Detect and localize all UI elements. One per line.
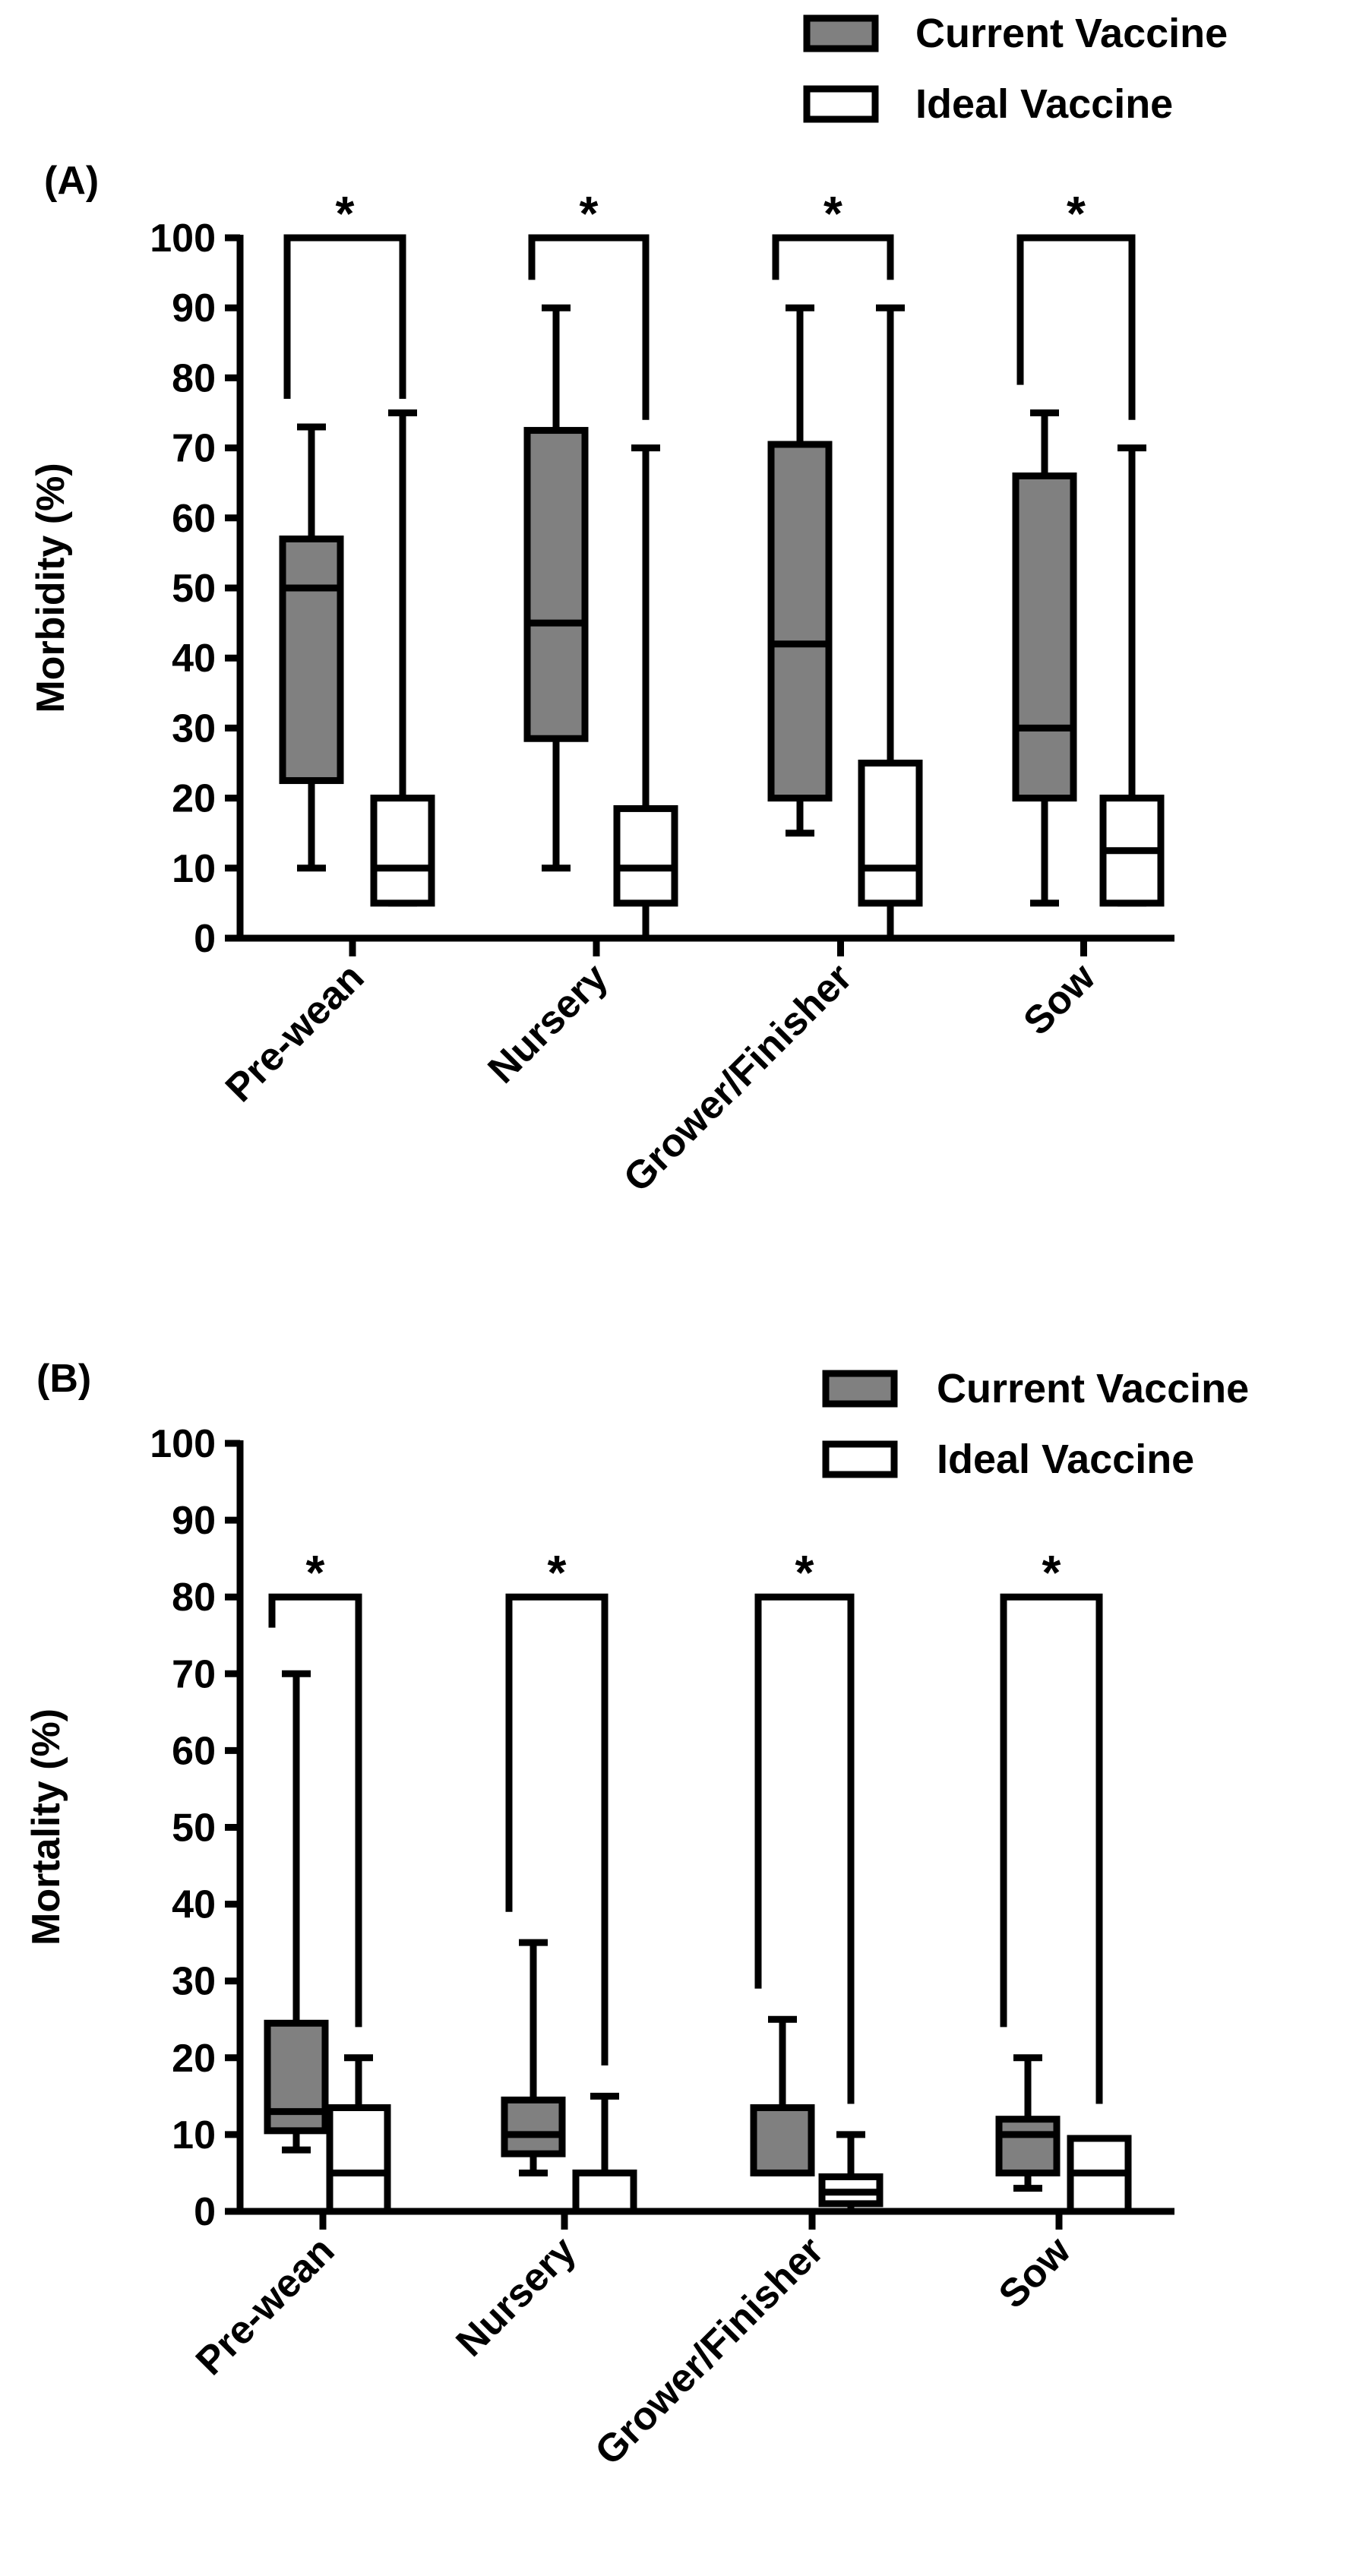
x-tick-label: Sow [991,2228,1080,2317]
x-tick-label: Grower/Finisher [587,2228,833,2473]
y-tick-label: 0 [194,2190,216,2234]
box-ideal [613,804,678,907]
x-tick-label: Pre-wean [217,955,373,1111]
y-tick-label: 60 [172,1729,216,1773]
legend-label: Current Vaccine [915,11,1228,56]
box-ideal [326,2104,391,2215]
y-tick-label: 10 [172,2113,216,2157]
y-tick-label: 80 [172,1576,216,1620]
box-ideal [858,760,923,907]
box-ideal [572,2169,637,2215]
box-current [995,2116,1061,2176]
y-tick-label: 70 [172,1652,216,1696]
box-current [279,535,344,785]
box-current [750,2104,815,2176]
y-tick-label: 30 [172,706,216,751]
significance-bracket [268,1593,362,2028]
significance-asterisk: * [1067,186,1086,241]
y-tick-label: 60 [172,497,216,541]
panel-label: (B) [36,1357,91,1401]
y-tick-label: 40 [172,1883,216,1927]
significance-bracket [1016,234,1136,420]
legend-label: Current Vaccine [937,1366,1249,1411]
box-current [523,427,589,742]
legend-swatch-ideal [822,1440,898,1478]
box-current [767,441,833,802]
x-tick-label: Grower/Finisher [615,955,861,1200]
x-tick-label: Pre-wean [188,2228,343,2384]
significance-asterisk: * [548,1545,567,1600]
significance-bracket [505,1593,609,2066]
box-current [501,2096,566,2157]
y-tick-label: 100 [150,1422,216,1466]
y-tick-label: 20 [172,2037,216,2081]
significance-bracket [772,234,894,280]
legend-swatch-current [822,1370,898,1408]
significance-bracket [754,1593,855,2104]
y-tick-label: 10 [172,847,216,891]
y-tick-label: 70 [172,427,216,471]
legend-swatch-ideal [803,85,879,123]
legend-swatch-current [803,14,879,52]
box-ideal [370,795,435,907]
y-tick-label: 80 [172,356,216,400]
x-tick-label: Nursery [479,955,616,1092]
y-tick-label: 30 [172,1960,216,2004]
y-tick-label: 90 [172,286,216,330]
box-current [1012,472,1077,802]
panel-b: (B) Current Vaccine Ideal Vaccine 0 10 20 30 40… [24,1357,1249,2473]
significance-bracket [283,234,406,400]
legend-label: Ideal Vaccine [937,1437,1194,1482]
significance-asterisk: * [823,186,842,241]
panel-a: (A) Current Vaccine Ideal Vaccine 0 10 20 30 40… [29,11,1228,1200]
x-tick-label: Nursery [447,2228,584,2365]
y-axis-label: Mortality (%) [24,1708,68,1945]
significance-bracket [1000,1593,1103,2104]
y-tick-label: 90 [172,1499,216,1543]
significance-asterisk: * [580,186,599,241]
significance-asterisk: * [795,1545,814,1600]
significance-bracket [528,234,650,420]
legend-label: Ideal Vaccine [915,81,1173,127]
significance-asterisk: * [336,186,355,241]
panel-label: (A) [44,159,99,203]
significance-asterisk: * [306,1545,325,1600]
y-axis-label: Morbidity (%) [29,463,73,713]
x-tick-label: Sow [1015,955,1104,1044]
y-tick-label: 40 [172,637,216,681]
y-tick-label: 50 [172,567,216,611]
y-tick-label: 0 [194,917,216,961]
y-tick-label: 100 [150,217,216,261]
y-tick-label: 50 [172,1806,216,1851]
significance-asterisk: * [1042,1545,1061,1600]
y-tick-label: 20 [172,777,216,821]
